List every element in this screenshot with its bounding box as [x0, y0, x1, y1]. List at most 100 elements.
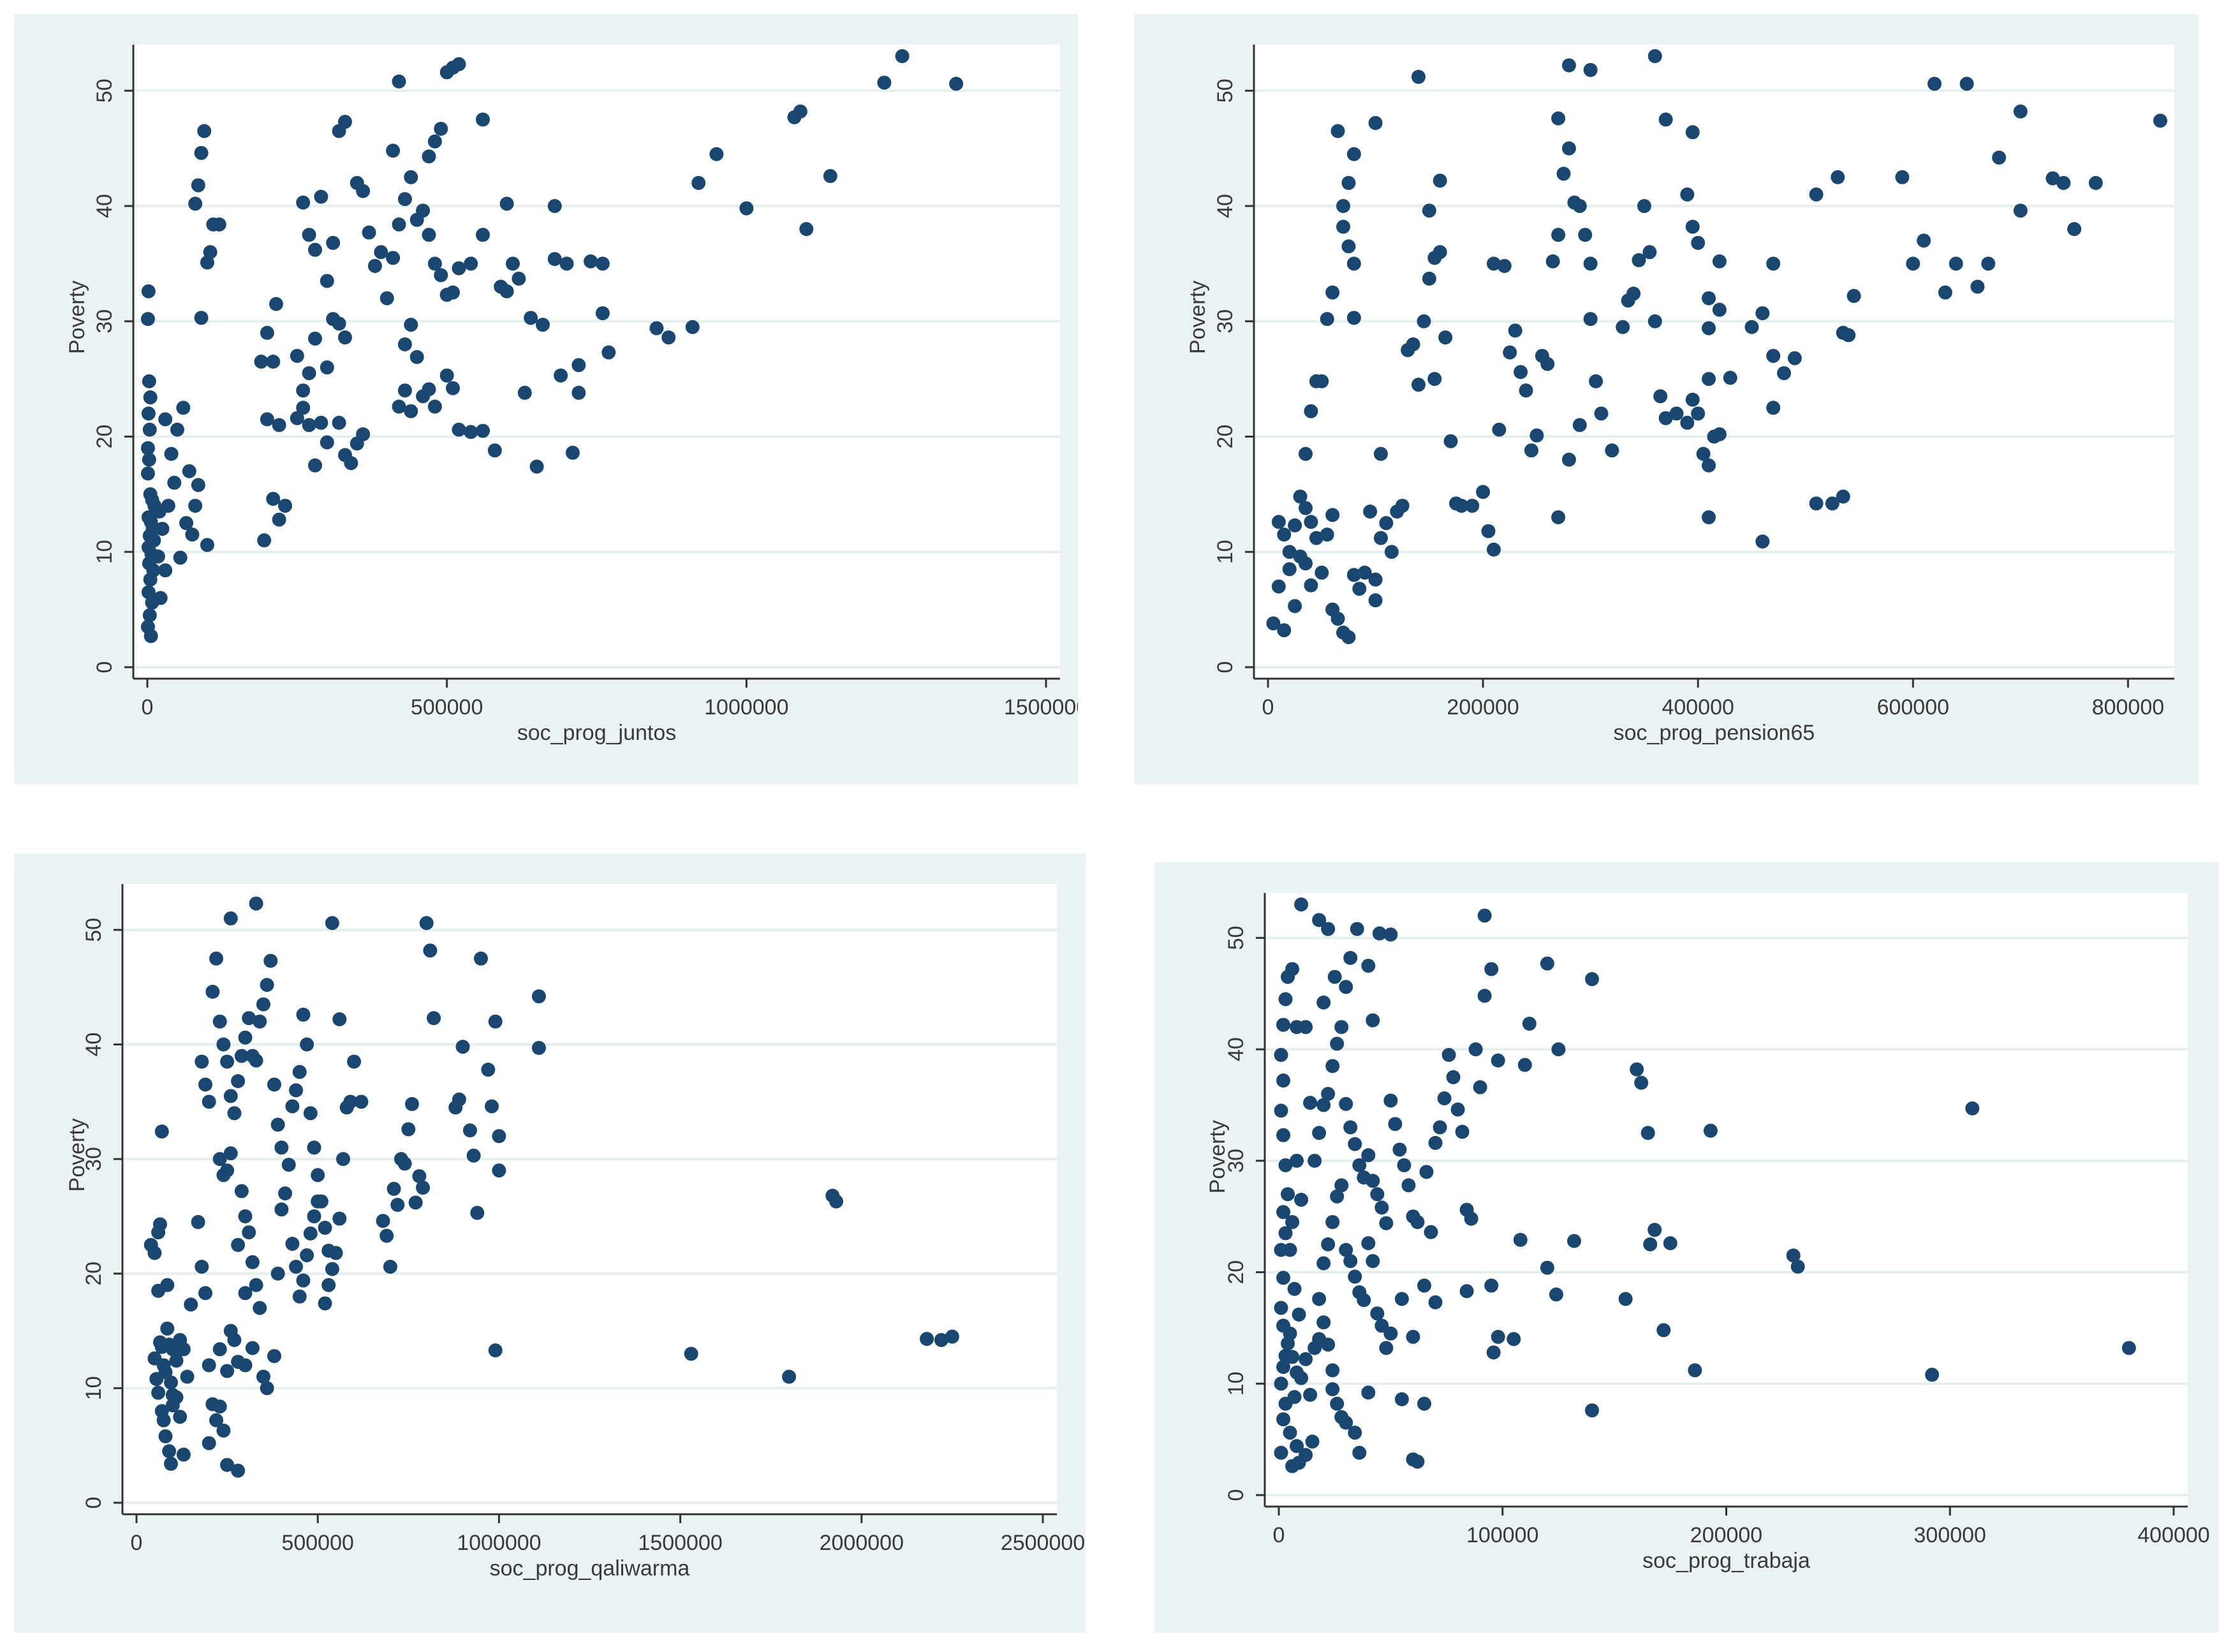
scatter-point [1288, 599, 1302, 614]
scatter-point [1688, 1363, 1702, 1378]
scatter-point [1459, 1284, 1474, 1299]
y-tick-label: 10 [1213, 540, 1237, 564]
scatter-point [1401, 1178, 1416, 1193]
scatter-point [1846, 288, 1861, 303]
scatter-point [326, 235, 341, 250]
scatter-point [302, 228, 316, 242]
scatter-point [584, 254, 598, 269]
scatter-point [601, 345, 616, 360]
x-tick-label: 0 [1273, 1523, 1285, 1547]
scatter-point [1330, 1396, 1345, 1411]
scatter-point [1433, 173, 1447, 188]
scatter-point [300, 1037, 314, 1052]
scatter-point [1339, 1096, 1353, 1111]
scatter-point [1277, 623, 1292, 638]
scatter-point [524, 311, 538, 325]
scatter-point [308, 242, 323, 257]
scatter-point [356, 184, 371, 198]
scatter-point [1938, 285, 1952, 300]
scatter-point [1411, 378, 1426, 392]
scatter-point [1522, 1016, 1537, 1031]
scatter-point [202, 1358, 216, 1373]
scatter-point [300, 1248, 314, 1263]
scatter-point [1290, 1153, 1304, 1168]
scatter-point [1556, 166, 1571, 181]
scatter-point [151, 549, 165, 564]
scatter-point [476, 424, 490, 438]
scatter-point [179, 516, 194, 531]
y-tick-label: 50 [92, 78, 117, 103]
scatter-plot-juntos: 0 10 20 30 40 50 0 500000 1000000 1500000 soc_prog… [65, 45, 1078, 745]
y-tick-label: 40 [82, 1033, 106, 1057]
scatter-point [307, 1209, 321, 1223]
scatter-point [1325, 602, 1340, 617]
scatter-point [140, 466, 155, 481]
scatter-point [1287, 1281, 1302, 1296]
scatter-point [1274, 1103, 1288, 1118]
scatter-point [1410, 1454, 1425, 1469]
scatter-point [1486, 256, 1501, 271]
scatter-point [325, 1262, 339, 1276]
scatter-point [281, 1158, 296, 1172]
scatter-point [1303, 1387, 1318, 1402]
scatter-point [1691, 406, 1706, 421]
scatter-point [245, 1255, 260, 1269]
scatter-point [1339, 1243, 1353, 1257]
scatter-point [1925, 1368, 1940, 1382]
scatter-point [1680, 187, 1695, 202]
scatter-point [182, 464, 196, 478]
scatter-point [661, 330, 676, 345]
scatter-point [554, 368, 568, 383]
scatter-point [220, 1054, 235, 1069]
x-tick-label: 300000 [1914, 1523, 1986, 1547]
scatter-point [1647, 49, 1662, 63]
scatter-point [1468, 1042, 1483, 1057]
scatter-point [1790, 1259, 1805, 1274]
y-tick-label: 20 [1224, 1260, 1248, 1285]
scatter-point [1965, 1101, 1980, 1116]
scatter-point [311, 1168, 325, 1183]
scatter-point [1433, 1120, 1447, 1135]
scatter-point [270, 1117, 285, 1132]
x-tick-label: 600000 [1877, 695, 1949, 719]
scatter-point [1276, 1017, 1291, 1032]
scatter-point [220, 1457, 235, 1472]
scatter-point [1653, 389, 1668, 404]
scatter-point [476, 112, 490, 127]
scatter-point [1366, 1013, 1380, 1028]
scatter-point [427, 399, 442, 414]
scatter-point [1299, 1352, 1313, 1366]
scatter-point [1304, 515, 1318, 529]
scatter-point [1410, 1214, 1425, 1229]
scatter-point [895, 49, 910, 63]
scatter-point [1325, 1363, 1340, 1378]
y-tick-label: 30 [92, 309, 117, 334]
scatter-point [1703, 1123, 1718, 1138]
scatter-plot-pension65: 0 10 20 30 40 50 0 200000 400000 600000 800000 soc_… [1186, 45, 2174, 745]
scatter-point [169, 1390, 184, 1405]
scatter-point [212, 1399, 227, 1414]
scatter-point [404, 404, 418, 418]
scatter-point [195, 1054, 209, 1069]
scatter-point [191, 178, 205, 193]
scatter-point [1343, 1254, 1358, 1269]
scatter-point [455, 1040, 470, 1054]
scatter-point [1637, 198, 1651, 213]
scatter-point [1529, 428, 1544, 443]
scatter-plot-qaliwarma: 0 10 20 30 40 50 0 500000 1000000 1500000 2000000 2… [65, 884, 1085, 1581]
scatter-point [1304, 404, 1318, 418]
scatter-point [1298, 446, 1313, 461]
scatter-point [485, 1099, 499, 1114]
scatter-point [256, 1369, 270, 1384]
scatter-point [531, 989, 546, 1004]
scatter-point [439, 368, 454, 383]
scatter-point [1305, 1434, 1320, 1449]
scatter-point [1343, 1120, 1358, 1135]
scatter-point [1836, 489, 1850, 504]
scatter-point [397, 337, 412, 351]
scatter-point [1341, 630, 1356, 645]
scatter-point [423, 943, 438, 958]
y-axis-title: Poverty [1205, 1120, 1230, 1193]
scatter-point [260, 1381, 274, 1396]
scatter-point [1477, 908, 1492, 923]
